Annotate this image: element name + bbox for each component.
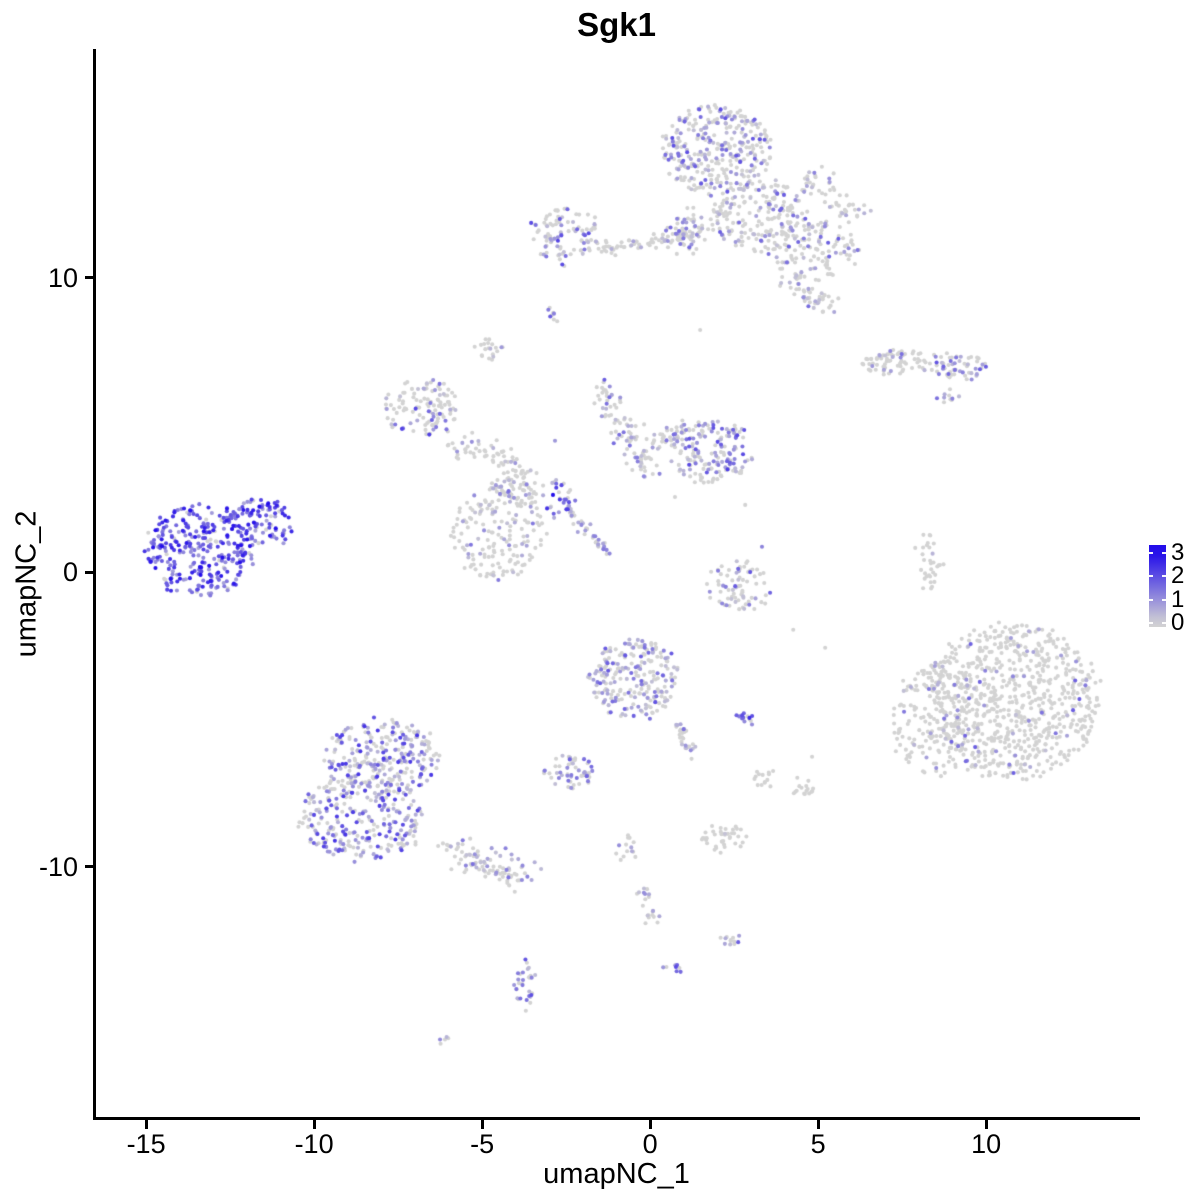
x-tick xyxy=(312,1120,316,1129)
y-axis-line xyxy=(93,49,96,1120)
colorbar-tick xyxy=(1149,598,1153,601)
x-tick xyxy=(816,1120,820,1129)
x-axis-line xyxy=(93,1117,1140,1120)
y-tick xyxy=(85,865,94,869)
y-axis-title: umapNC_2 xyxy=(10,510,43,658)
x-tick xyxy=(144,1120,148,1129)
colorbar-gradient xyxy=(1149,545,1166,627)
colorbar-tick-label: 2 xyxy=(1171,562,1185,590)
y-tick-label: 0 xyxy=(62,557,78,588)
x-tick xyxy=(984,1120,988,1129)
colorbar-tick-label: 3 xyxy=(1171,539,1185,566)
y-tick xyxy=(85,570,94,574)
colorbar-tick xyxy=(1162,622,1166,625)
colorbar-tick xyxy=(1162,598,1166,601)
x-tick-label: -15 xyxy=(126,1129,166,1159)
y-tick-label: 10 xyxy=(47,262,78,293)
colorbar-tick xyxy=(1162,551,1166,554)
x-tick-label: 10 xyxy=(971,1129,1002,1159)
colorbar-tick xyxy=(1149,575,1153,578)
x-tick-label: 0 xyxy=(642,1129,658,1159)
x-tick xyxy=(480,1120,484,1129)
y-tick xyxy=(85,276,94,280)
colorbar-tick xyxy=(1149,622,1153,625)
x-tick xyxy=(648,1120,652,1129)
colorbar-tick xyxy=(1149,551,1153,554)
x-tick-label: 5 xyxy=(810,1129,826,1159)
y-tick-label: -10 xyxy=(38,851,78,882)
colorbar-tick-label: 1 xyxy=(1171,585,1185,613)
x-tick-label: -10 xyxy=(294,1129,334,1159)
x-tick-label: -5 xyxy=(470,1129,495,1159)
colorbar-tick xyxy=(1162,575,1166,578)
plot-title: Sgk1 xyxy=(577,6,656,43)
x-axis-title: umapNC_1 xyxy=(543,1158,690,1190)
colorbar-tick-label: 0 xyxy=(1171,609,1185,637)
